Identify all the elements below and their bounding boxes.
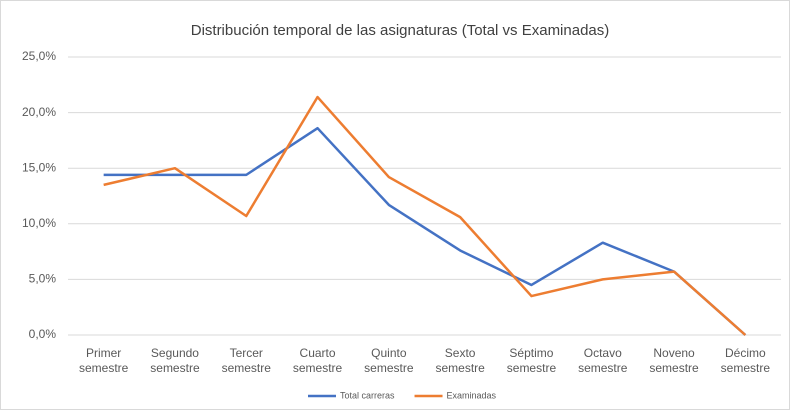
chart-title: Distribución temporal de las asignaturas… bbox=[191, 22, 610, 39]
series-line bbox=[103, 126, 747, 336]
x-tick-label: Quinto semestre bbox=[364, 346, 414, 375]
series-line bbox=[103, 95, 747, 336]
legend-label: Examinadas bbox=[447, 390, 497, 400]
y-tick-label: 10,0% bbox=[22, 216, 56, 230]
x-tick-label: Octavo semestre bbox=[578, 346, 628, 375]
x-tick-label: Sexto semestre bbox=[435, 346, 485, 375]
legend-label: Total carreras bbox=[340, 390, 395, 400]
y-tick-label: 0,0% bbox=[29, 327, 57, 341]
y-tick-label: 20,0% bbox=[22, 105, 56, 119]
y-tick-label: 25,0% bbox=[22, 49, 56, 63]
y-tick-label: 15,0% bbox=[22, 160, 56, 174]
x-tick-label: Cuarto semestre bbox=[293, 346, 343, 375]
x-tick-label: Noveno semestre bbox=[649, 346, 699, 375]
x-tick-label: Séptimo semestre bbox=[507, 346, 557, 375]
y-tick-label: 5,0% bbox=[29, 272, 57, 286]
x-tick-label: Primer semestre bbox=[79, 346, 129, 375]
x-tick-label: Tercer semestre bbox=[222, 346, 272, 375]
x-tick-label: Segundo semestre bbox=[150, 346, 200, 375]
x-tick-label: Décimo semestre bbox=[721, 346, 771, 375]
